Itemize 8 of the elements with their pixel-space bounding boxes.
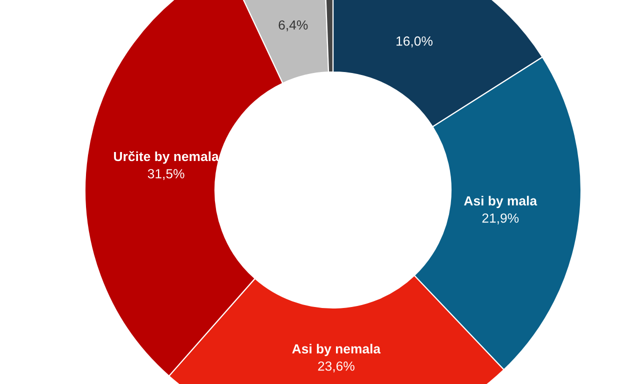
- data-label: 6,4%: [278, 20, 308, 32]
- slice-label: Asi by nemala: [292, 344, 381, 356]
- data-label: 21,9%: [482, 213, 519, 224]
- slice-label: Asi by mala: [464, 196, 538, 208]
- data-label: 23,6%: [318, 361, 354, 372]
- data-label: 16,0%: [396, 36, 432, 48]
- slice-label: Určite by nemala: [114, 151, 219, 164]
- data-label: 31,5%: [148, 169, 184, 180]
